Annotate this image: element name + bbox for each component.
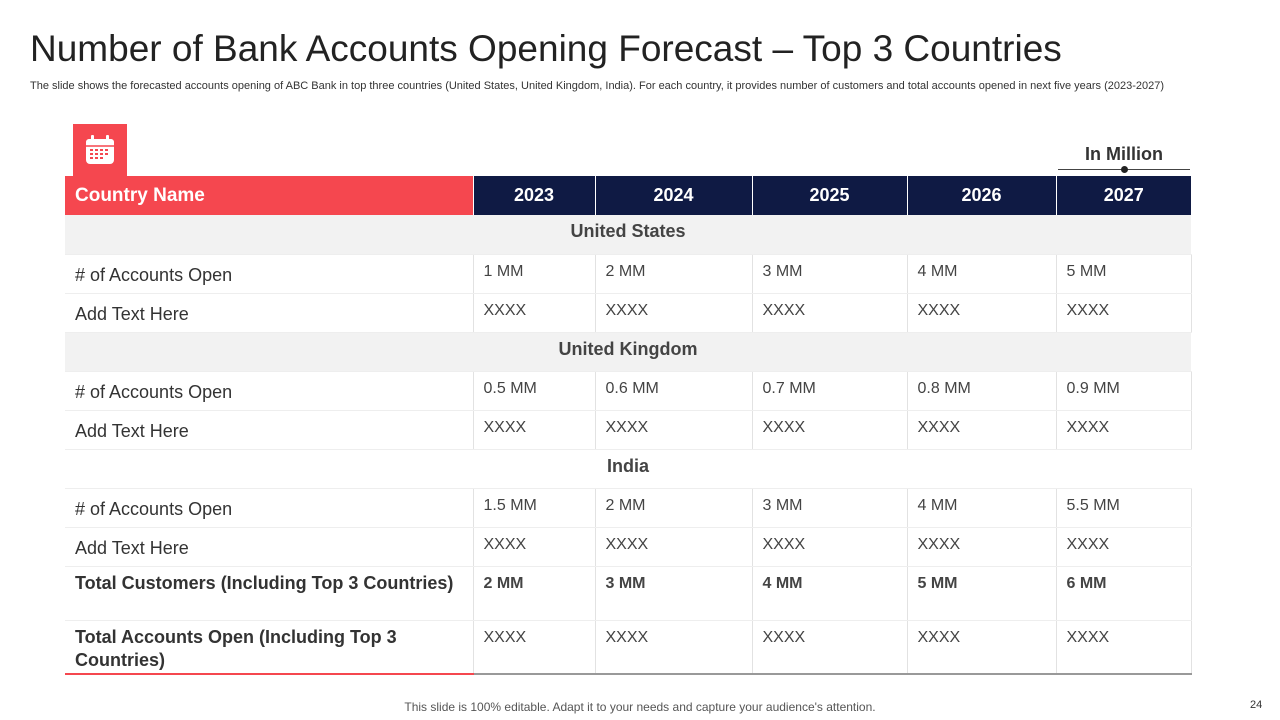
table-cell: 4 MM: [907, 488, 1057, 528]
table-cell: XXXX: [595, 293, 753, 333]
slide-subtitle: The slide shows the forecasted accounts …: [30, 80, 1165, 92]
row-label: # of Accounts Open: [65, 371, 474, 411]
table-cell: XXXX: [1056, 527, 1192, 567]
section-row-united-kingdom: United Kingdom: [65, 332, 1191, 372]
table-cell: 0.9 MM: [1056, 371, 1192, 411]
row-label: Total Customers (Including Top 3 Countri…: [65, 566, 474, 621]
section-row-india: India: [65, 449, 1191, 489]
table-cell: 0.7 MM: [752, 371, 908, 411]
table-cell: 0.6 MM: [595, 371, 753, 411]
row-label: Total Accounts Open (Including Top 3 Cou…: [65, 620, 474, 675]
table-cell: XXXX: [595, 527, 753, 567]
unit-label: In Million: [1085, 144, 1163, 164]
year-header: 2024: [595, 176, 753, 215]
row-label: Add Text Here: [65, 293, 474, 333]
table-cell: XXXX: [473, 410, 596, 450]
table-cell: XXXX: [752, 293, 908, 333]
table-cell: XXXX: [1056, 410, 1192, 450]
table-cell: XXXX: [907, 527, 1057, 567]
row-label: Add Text Here: [65, 527, 474, 567]
year-header: 2025: [752, 176, 908, 215]
section-title: United Kingdom: [65, 332, 1191, 372]
section-title: United States: [65, 215, 1191, 255]
table-cell: 3 MM: [595, 566, 753, 621]
table-row: Add Text Here XXXX XXXX XXXX XXXX XXXX: [65, 410, 1192, 450]
table-cell: 3 MM: [752, 254, 908, 294]
slide-title: Number of Bank Accounts Opening Forecast…: [30, 28, 1062, 69]
table-cell: 2 MM: [595, 488, 753, 528]
table-cell: XXXX: [752, 527, 908, 567]
table-cell: 0.5 MM: [473, 371, 596, 411]
total-accounts-row: Total Accounts Open (Including Top 3 Cou…: [65, 620, 1192, 675]
table-cell: XXXX: [907, 293, 1057, 333]
calendar-icon: [86, 135, 114, 164]
unit-indicator: In Million: [1058, 144, 1190, 174]
table-cell: 5 MM: [907, 566, 1057, 621]
table-cell: 1.5 MM: [473, 488, 596, 528]
table-cell: XXXX: [473, 527, 596, 567]
table-header-row: Country Name 2023 2024 2025 2026 2027: [65, 176, 1191, 215]
table-row: Add Text Here XXXX XXXX XXXX XXXX XXXX: [65, 527, 1192, 567]
table-row: # of Accounts Open 1 MM 2 MM 3 MM 4 MM 5…: [65, 254, 1192, 294]
year-header: 2027: [1056, 176, 1191, 215]
row-label: Add Text Here: [65, 410, 474, 450]
table-cell: 2 MM: [595, 254, 753, 294]
table-cell: XXXX: [473, 293, 596, 333]
total-customers-row: Total Customers (Including Top 3 Countri…: [65, 566, 1192, 621]
table-cell: XXXX: [907, 620, 1057, 675]
table-row: # of Accounts Open 0.5 MM 0.6 MM 0.7 MM …: [65, 371, 1192, 411]
table-row: # of Accounts Open 1.5 MM 2 MM 3 MM 4 MM…: [65, 488, 1192, 528]
table-cell: XXXX: [595, 620, 753, 675]
table-cell: XXXX: [1056, 293, 1192, 333]
table-cell: 5 MM: [1056, 254, 1192, 294]
page-number: 24: [1250, 699, 1263, 711]
table-cell: 4 MM: [907, 254, 1057, 294]
table-cell: XXXX: [752, 620, 908, 675]
year-header: 2023: [473, 176, 596, 215]
row-label: # of Accounts Open: [65, 254, 474, 294]
table-cell: 2 MM: [473, 566, 596, 621]
table-cell: XXXX: [752, 410, 908, 450]
table-cell: 0.8 MM: [907, 371, 1057, 411]
calendar-icon-box: [73, 124, 127, 176]
table-cell: 4 MM: [752, 566, 908, 621]
table-cell: 3 MM: [752, 488, 908, 528]
row-label: # of Accounts Open: [65, 488, 474, 528]
table-cell: 5.5 MM: [1056, 488, 1192, 528]
unit-dot: [1121, 166, 1128, 173]
section-title: India: [65, 449, 1191, 489]
table-cell: XXXX: [907, 410, 1057, 450]
country-name-header: Country Name: [65, 176, 474, 215]
forecast-table: Country Name 2023 2024 2025 2026 2027 Un…: [65, 176, 1192, 675]
table-cell: 6 MM: [1056, 566, 1192, 621]
table-row: Add Text Here XXXX XXXX XXXX XXXX XXXX: [65, 293, 1192, 333]
table-cell: XXXX: [473, 620, 596, 675]
year-header: 2026: [907, 176, 1057, 215]
table-cell: XXXX: [1056, 620, 1192, 675]
section-row-united-states: United States: [65, 215, 1191, 255]
table-cell: 1 MM: [473, 254, 596, 294]
table-cell: XXXX: [595, 410, 753, 450]
footer-note: This slide is 100% editable. Adapt it to…: [404, 700, 876, 714]
